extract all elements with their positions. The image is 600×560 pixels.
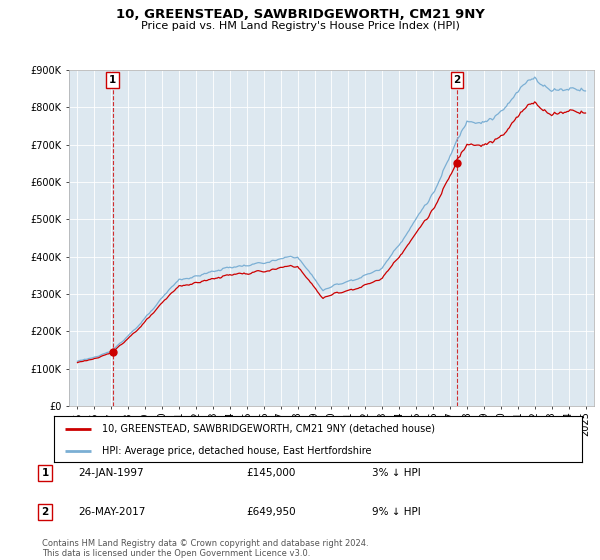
Text: 2: 2 [41,507,49,517]
Text: £145,000: £145,000 [246,468,295,478]
Text: 26-MAY-2017: 26-MAY-2017 [78,507,145,517]
Text: 10, GREENSTEAD, SAWBRIDGEWORTH, CM21 9NY (detached house): 10, GREENSTEAD, SAWBRIDGEWORTH, CM21 9NY… [101,424,434,434]
Text: 24-JAN-1997: 24-JAN-1997 [78,468,143,478]
Text: Contains HM Land Registry data © Crown copyright and database right 2024.
This d: Contains HM Land Registry data © Crown c… [42,539,368,558]
Text: 2: 2 [453,75,460,85]
Text: £649,950: £649,950 [246,507,296,517]
Text: 3% ↓ HPI: 3% ↓ HPI [372,468,421,478]
Text: 1: 1 [41,468,49,478]
Text: 1: 1 [109,75,116,85]
Text: HPI: Average price, detached house, East Hertfordshire: HPI: Average price, detached house, East… [101,446,371,455]
Text: 9% ↓ HPI: 9% ↓ HPI [372,507,421,517]
Text: Price paid vs. HM Land Registry's House Price Index (HPI): Price paid vs. HM Land Registry's House … [140,21,460,31]
Text: 10, GREENSTEAD, SAWBRIDGEWORTH, CM21 9NY: 10, GREENSTEAD, SAWBRIDGEWORTH, CM21 9NY [116,8,484,21]
